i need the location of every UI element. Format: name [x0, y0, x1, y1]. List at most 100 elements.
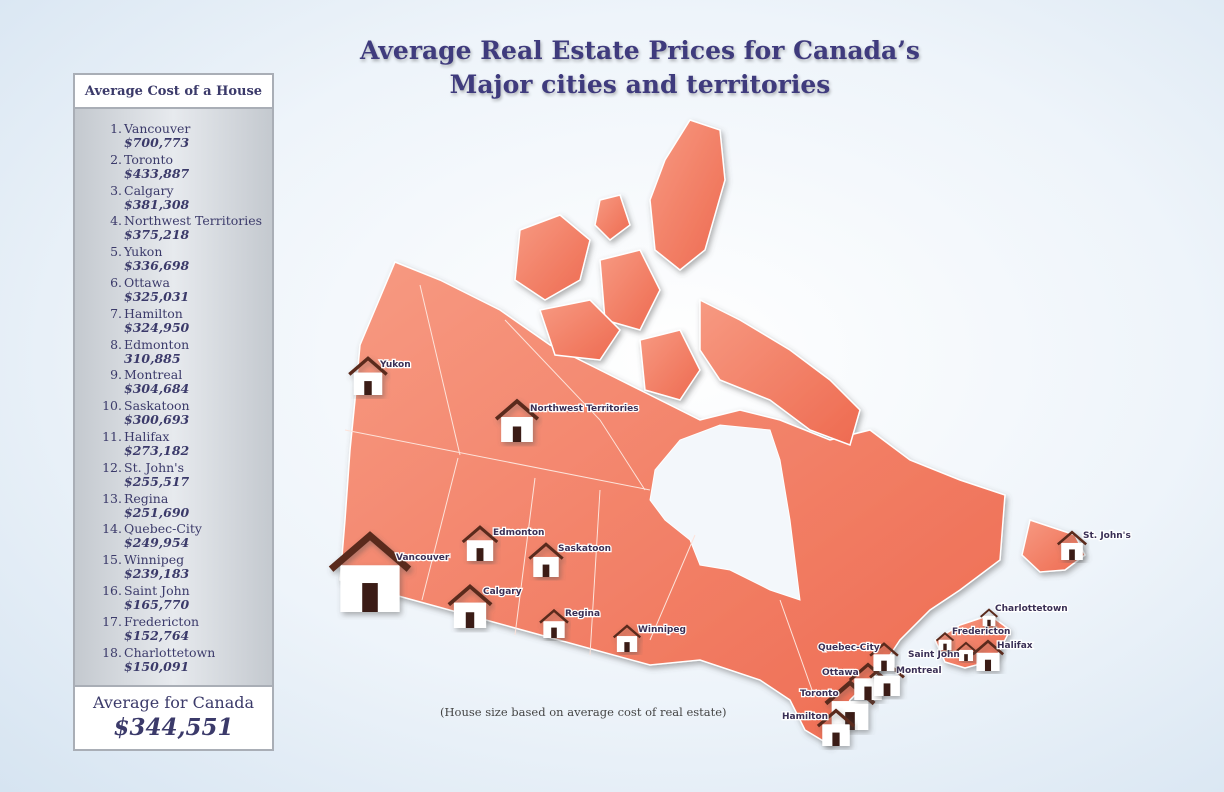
- city-item: 15. Winnipeg $239,183: [75, 553, 272, 584]
- house: [869, 642, 899, 671]
- house-door: [881, 660, 887, 671]
- city-rank: 7.: [110, 305, 122, 321]
- city-name: Ottawa: [124, 274, 170, 290]
- city-price: $381,308: [124, 196, 190, 212]
- city-item: 8. Edmonton 310,885: [75, 336, 272, 369]
- city-name: Winnipeg: [124, 552, 185, 568]
- city-name: Saskatoon: [124, 398, 190, 414]
- footnote: (House size based on average cost of rea…: [440, 705, 727, 719]
- city-name: St. John's: [124, 459, 185, 475]
- city-line: 13. Regina: [75, 490, 272, 506]
- house-door: [551, 627, 557, 638]
- city-rank: 16.: [102, 582, 122, 598]
- city-label: Regina: [565, 609, 600, 619]
- house: [935, 632, 955, 650]
- city-rank: 17.: [102, 613, 122, 629]
- city-rank: 13.: [102, 490, 122, 506]
- title-line: Average Real Estate Prices for Canada’s: [360, 36, 920, 65]
- city-line: 17. Fredericton: [75, 613, 272, 629]
- city-name: Saint John: [124, 582, 190, 598]
- house-door: [364, 381, 372, 395]
- house-door: [832, 732, 840, 746]
- city-line: 5. Yukon: [75, 245, 272, 259]
- city-line: 1. Vancouver: [75, 122, 272, 136]
- city-rank: 18.: [102, 644, 122, 660]
- city-label: Halifax: [997, 641, 1033, 651]
- city-item: 3. Calgary $381,308: [75, 183, 272, 215]
- city-price: $239,183: [124, 566, 190, 582]
- city-name: Fredericton: [124, 613, 200, 629]
- city-price: $304,684: [124, 381, 190, 397]
- city-label: Saint John: [908, 650, 960, 660]
- city-rank: 1.: [110, 121, 122, 136]
- city-label: Yukon: [379, 360, 411, 370]
- city-rank: 8.: [110, 336, 122, 352]
- city-line: 14. Quebec-City: [75, 522, 272, 536]
- house: [348, 356, 388, 395]
- city-price: $255,517: [124, 473, 190, 489]
- house-door: [987, 619, 991, 626]
- house-door: [864, 686, 872, 700]
- city-item: 10. Saskatoon $300,693: [75, 399, 272, 430]
- city-price: $375,218: [124, 227, 190, 243]
- title-line: Major cities and territories: [449, 70, 831, 99]
- city-label: Saskatoon: [558, 544, 611, 554]
- city-label: Vancouver: [396, 553, 450, 563]
- house: [971, 639, 1005, 671]
- city-item: 17. Fredericton $152,764: [75, 613, 272, 646]
- house: [612, 624, 642, 652]
- city-line: 9. Montreal: [75, 368, 272, 382]
- house: [447, 583, 493, 628]
- city-item: 18. Charlottetown $150,091: [75, 644, 272, 677]
- city-list: 1. Vancouver $700,773 2. Toronto $433,887 3. Ca…: [75, 122, 272, 676]
- city-rank: 14.: [102, 521, 122, 537]
- city-label: Hamilton: [782, 712, 828, 722]
- city-price: $249,954: [124, 535, 190, 551]
- city-item: 13. Regina $251,690: [75, 490, 272, 523]
- borders: [344, 284, 813, 691]
- house-door: [512, 426, 522, 442]
- city-line: 8. Edmonton: [75, 336, 272, 352]
- house-roof: [328, 531, 412, 572]
- city-item: 9. Montreal $304,684: [75, 368, 272, 399]
- sidebar: Average Cost of a House 1. Vancouver $700,…: [73, 73, 274, 751]
- city-item: 4. Northwest Territories $375,218: [75, 214, 272, 245]
- city-price: $165,770: [124, 596, 190, 612]
- city-price: $251,690: [124, 504, 190, 520]
- city-line: 15. Winnipeg: [75, 553, 272, 567]
- house-roof: [348, 356, 388, 376]
- house: [494, 398, 540, 442]
- house-roof: [848, 662, 888, 682]
- city-price: $152,764: [124, 627, 190, 643]
- house-door: [542, 564, 550, 577]
- house: [328, 531, 412, 612]
- city-name: Toronto: [124, 151, 173, 167]
- house-roof: [869, 642, 899, 657]
- city-rank: 10.: [102, 398, 122, 414]
- house-roof: [494, 398, 540, 421]
- house-door: [943, 643, 947, 650]
- sidebar-heading: Average Cost of a House: [75, 75, 272, 109]
- city-price: $324,950: [124, 319, 190, 335]
- city-line: 6. Ottawa: [75, 274, 272, 290]
- city-name: Quebec-City: [124, 521, 202, 537]
- city-label: Calgary: [483, 587, 522, 597]
- city-item: 6. Ottawa $325,031: [75, 274, 272, 307]
- city-rank: 4.: [110, 213, 122, 229]
- city-item: 11. Halifax $273,182: [75, 429, 272, 461]
- house: [539, 608, 569, 638]
- city-rank: 12.: [102, 459, 122, 475]
- average-caption: Average for Canada: [92, 693, 255, 712]
- city-label: Ottawa: [822, 668, 859, 678]
- city-rank: 5.: [110, 244, 122, 260]
- city-name: Edmonton: [124, 336, 190, 352]
- city-name: Hamilton: [124, 305, 183, 321]
- city-rank: 9.: [110, 367, 122, 383]
- city-line: 11. Halifax: [75, 429, 272, 444]
- city-rank: 2.: [110, 151, 122, 167]
- city-line: 7. Hamilton: [75, 305, 272, 321]
- title: Average Real Estate Prices for Canada’s M…: [340, 34, 940, 102]
- house: [980, 608, 998, 626]
